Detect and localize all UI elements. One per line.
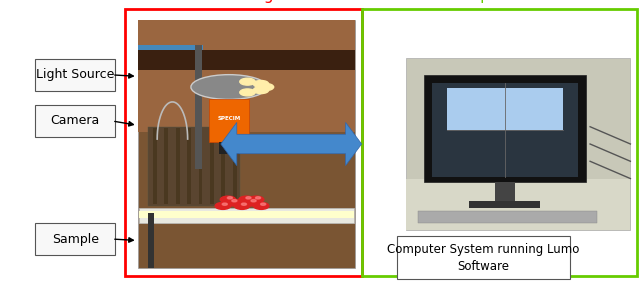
FancyBboxPatch shape xyxy=(138,45,203,50)
Bar xyxy=(406,58,630,230)
Circle shape xyxy=(253,87,269,94)
Circle shape xyxy=(232,200,237,202)
Bar xyxy=(164,128,168,204)
Bar xyxy=(424,75,586,182)
Circle shape xyxy=(239,196,254,203)
Circle shape xyxy=(240,89,255,96)
Bar xyxy=(219,141,239,154)
Polygon shape xyxy=(221,122,362,166)
Bar xyxy=(125,9,362,276)
Text: Sensing: Sensing xyxy=(213,0,273,3)
Ellipse shape xyxy=(191,75,267,99)
Bar xyxy=(362,9,637,276)
Bar xyxy=(447,88,563,130)
Circle shape xyxy=(234,202,250,209)
Circle shape xyxy=(220,196,236,203)
Bar xyxy=(175,128,179,204)
Bar xyxy=(417,211,596,223)
Bar xyxy=(139,211,354,218)
Bar xyxy=(433,84,577,177)
Bar xyxy=(233,128,237,204)
Bar xyxy=(153,128,157,204)
FancyBboxPatch shape xyxy=(35,223,115,255)
Bar xyxy=(209,99,248,141)
Bar xyxy=(495,182,515,203)
Bar xyxy=(187,128,191,204)
Circle shape xyxy=(215,202,230,209)
Circle shape xyxy=(253,80,269,87)
Circle shape xyxy=(225,199,240,206)
Circle shape xyxy=(222,203,227,205)
FancyBboxPatch shape xyxy=(397,236,570,279)
FancyBboxPatch shape xyxy=(35,105,115,137)
Bar xyxy=(138,20,355,132)
Bar xyxy=(138,20,355,268)
FancyBboxPatch shape xyxy=(35,59,115,91)
Circle shape xyxy=(240,78,255,85)
Circle shape xyxy=(251,200,256,202)
Bar xyxy=(470,201,540,208)
Circle shape xyxy=(253,202,269,209)
Text: Camera: Camera xyxy=(51,114,100,128)
Circle shape xyxy=(244,199,259,206)
Circle shape xyxy=(227,197,232,199)
Text: Computer System running Lumo
Software: Computer System running Lumo Software xyxy=(387,243,579,273)
Bar xyxy=(138,50,355,70)
Text: SPECIM: SPECIM xyxy=(218,116,241,121)
Text: Acquisition: Acquisition xyxy=(458,0,541,3)
Bar xyxy=(148,127,240,206)
Bar xyxy=(198,128,202,204)
Bar xyxy=(195,45,202,169)
Circle shape xyxy=(259,84,274,90)
Bar xyxy=(139,209,354,223)
Bar xyxy=(221,128,225,204)
Bar xyxy=(148,213,154,268)
Bar xyxy=(210,128,214,204)
Text: Light Source: Light Source xyxy=(36,68,115,82)
Circle shape xyxy=(260,203,266,205)
Text: Sample: Sample xyxy=(52,232,99,246)
Circle shape xyxy=(255,197,260,199)
Circle shape xyxy=(246,197,251,199)
Bar xyxy=(406,179,630,230)
Circle shape xyxy=(248,196,264,203)
Circle shape xyxy=(241,203,246,205)
